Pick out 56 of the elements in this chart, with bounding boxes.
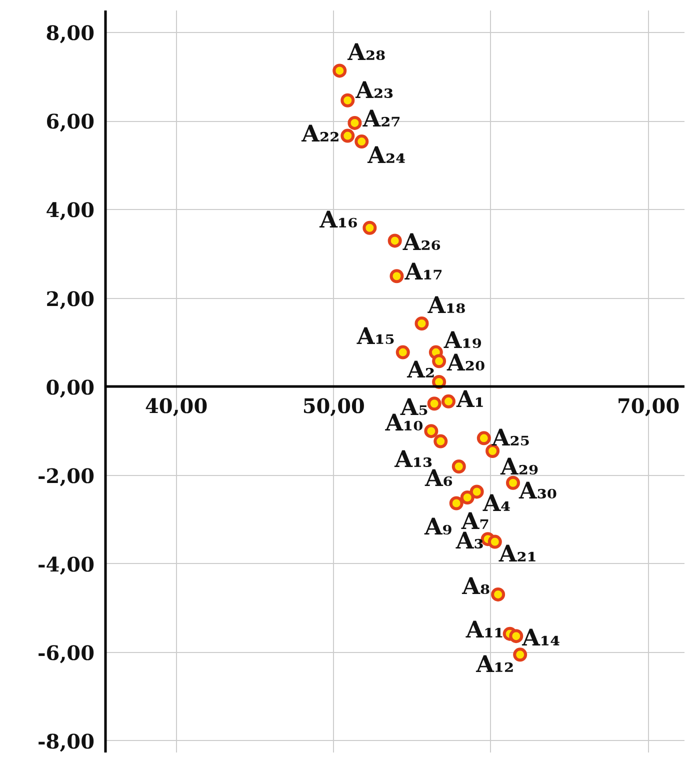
point bbox=[348, 116, 362, 130]
x-tick-label: 70,00 bbox=[617, 394, 680, 418]
point bbox=[388, 234, 402, 248]
annotation: A₄ bbox=[482, 490, 511, 518]
annotation: A₂₈ bbox=[346, 39, 386, 66]
annotation: A₂₆ bbox=[402, 229, 441, 256]
annotation: A₁₁ bbox=[464, 616, 504, 644]
annotation: A₁₂ bbox=[475, 651, 514, 678]
point bbox=[354, 134, 369, 149]
annotation: A₉ bbox=[423, 514, 452, 541]
point bbox=[424, 424, 438, 438]
annotation: A₂₄ bbox=[366, 142, 406, 170]
x-tick-label: 50,00 bbox=[302, 394, 365, 418]
y-tick-label: 0,00 bbox=[46, 375, 95, 400]
annotation: A₂₁ bbox=[498, 540, 537, 568]
point bbox=[432, 354, 446, 368]
y-tick-label: 6,00 bbox=[46, 110, 95, 134]
point bbox=[332, 64, 347, 78]
annotation: A₂ bbox=[406, 356, 436, 384]
point bbox=[414, 316, 429, 330]
y-tick-label: -6,00 bbox=[37, 640, 95, 665]
annotation: A₁₈ bbox=[426, 292, 466, 320]
point bbox=[340, 128, 355, 143]
annotation: A₁₅ bbox=[356, 322, 395, 350]
point bbox=[427, 396, 442, 411]
annotation: A₁ bbox=[455, 386, 484, 413]
y-tick-label: -4,00 bbox=[37, 552, 95, 576]
y-tick-label: 8,00 bbox=[46, 21, 95, 46]
y-tick-label: -2,00 bbox=[37, 464, 95, 488]
point bbox=[452, 460, 466, 474]
y-tick-label: 4,00 bbox=[46, 198, 95, 222]
point bbox=[506, 476, 520, 490]
x-tick-label: 40,00 bbox=[144, 394, 208, 418]
point bbox=[340, 93, 355, 108]
point bbox=[449, 496, 464, 510]
point bbox=[476, 431, 491, 446]
annotation: A₈ bbox=[461, 572, 490, 600]
point bbox=[362, 220, 377, 235]
y-tick-label: 2,00 bbox=[46, 286, 95, 311]
point bbox=[491, 587, 506, 602]
point bbox=[513, 648, 528, 662]
point bbox=[434, 434, 448, 448]
annotation: A₁₇ bbox=[404, 258, 443, 286]
annotation: A₂₃ bbox=[354, 76, 394, 104]
annotation: A₂₇ bbox=[362, 105, 401, 132]
point bbox=[470, 484, 484, 499]
annotation: A₂₅ bbox=[490, 424, 530, 452]
annotation: A₁₆ bbox=[318, 206, 358, 234]
annotation: A₁₄ bbox=[521, 624, 560, 652]
point bbox=[460, 490, 474, 504]
point bbox=[390, 269, 404, 284]
point bbox=[441, 394, 456, 408]
point bbox=[486, 444, 500, 458]
y-tick-label: -8,00 bbox=[37, 729, 95, 754]
annotation: A₂₂ bbox=[300, 120, 340, 148]
point bbox=[396, 345, 410, 360]
